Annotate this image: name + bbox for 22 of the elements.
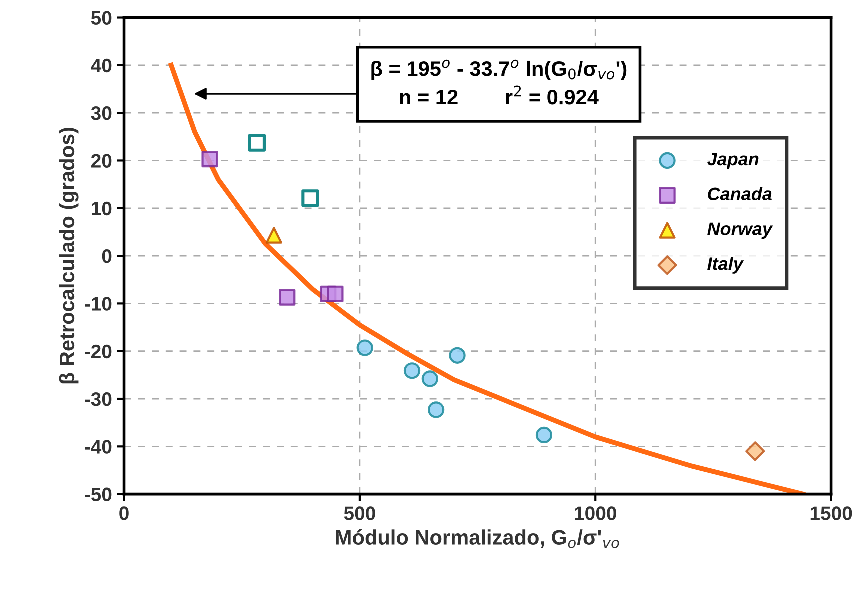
y-tick-label: -50 xyxy=(85,488,112,502)
y-tick-label: 40 xyxy=(91,58,112,73)
y-axis-title: β Retrocalculado (grados) xyxy=(59,128,79,384)
y-tick-label: -30 xyxy=(85,392,112,406)
y-tick-label: 0 xyxy=(102,250,112,264)
y-tick-label: -20 xyxy=(85,344,112,359)
y-tick-label: 30 xyxy=(91,106,112,120)
x-tick-label: 0 xyxy=(120,506,129,520)
y-tick-label: 20 xyxy=(92,154,112,168)
x-tick-label: 1000 xyxy=(575,506,616,520)
y-tick-label: -40 xyxy=(85,440,112,454)
y-tick-label: 50 xyxy=(91,11,112,25)
y-tick-label: -10 xyxy=(85,297,112,311)
x-tick-label: 1500 xyxy=(810,506,852,520)
x-tick-label: 500 xyxy=(344,506,376,520)
legend-label: Canada xyxy=(708,187,772,201)
legend-label: Norway xyxy=(708,222,774,240)
y-tick-label: 10 xyxy=(92,202,112,216)
x-axis-title: Módulo Normalizado, G$_{o}$/σ'$_{vo}$ xyxy=(336,529,620,548)
legend-label: Japan xyxy=(707,153,759,170)
text: β = 195$^{o}$ - 33.7$^{o}$ ln(G$_{0}$/σ$_{vo}$') n = 12 r$^{2}$ = 0.924 xyxy=(372,60,627,105)
legend-label: Italy xyxy=(708,257,744,274)
